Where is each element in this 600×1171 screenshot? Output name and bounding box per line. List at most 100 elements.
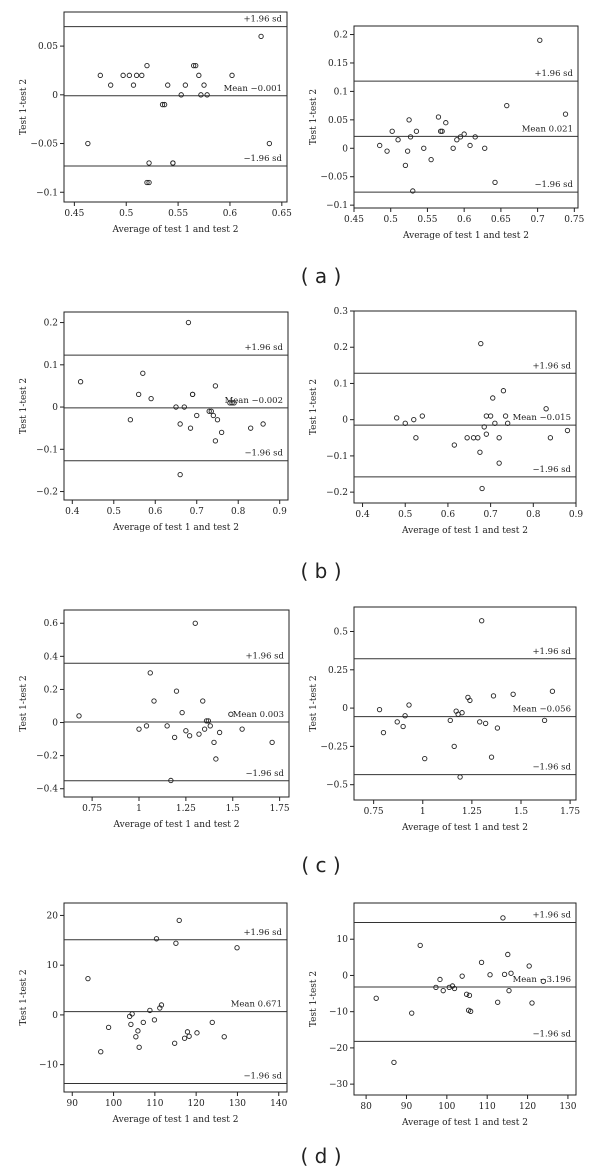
data-point (186, 1033, 192, 1039)
y-tick-label: −0.1 (326, 201, 348, 211)
data-point (164, 723, 170, 729)
data-point (459, 973, 465, 979)
y-tick-label: 0 (342, 971, 348, 981)
data-point (389, 128, 395, 134)
x-tick-label: 1 (420, 807, 426, 817)
y-axis-label: Test 1-test 2 (19, 79, 29, 135)
data-point (477, 449, 483, 455)
lower-label: −1.96 sd (532, 465, 571, 475)
data-point (463, 991, 470, 997)
data-point (421, 145, 427, 151)
mean-label: Mean 0.003 (233, 710, 284, 720)
y-tick-label: 0.5 (334, 628, 349, 638)
chart-panel-d-left: 90 100 110 120 130 140 −10 0 10 20 Mean 0.671 +1.96… (19, 902, 288, 1125)
x-tick-label: 0.5 (107, 507, 122, 517)
x-tick-label: 0.4 (355, 510, 370, 520)
data-point (212, 383, 219, 389)
data-point (76, 713, 82, 719)
data-point (540, 978, 546, 984)
data-point (447, 717, 453, 723)
data-point (159, 101, 166, 108)
data-point (490, 395, 496, 401)
data-point (151, 698, 157, 704)
caption-c: ( c ) (301, 853, 340, 877)
data-point (213, 756, 219, 762)
data-point (181, 1035, 188, 1041)
y-tick-label: 0 (52, 403, 58, 413)
data-point (467, 697, 473, 704)
plot-frame (63, 609, 290, 798)
data-point (482, 145, 488, 151)
y-tick-label: 0.15 (328, 59, 348, 69)
data-point (196, 731, 202, 737)
x-tick-label: 1.75 (560, 807, 580, 817)
chart-panel-a-left: 0.45 0.5 0.55 0.6 0.65 −0.1 −0.05 0 0.05 Mean −0.… (19, 11, 292, 235)
x-tick-label: 90 (401, 1102, 413, 1112)
data-point (146, 179, 152, 186)
data-point (410, 188, 416, 194)
data-point (479, 618, 485, 624)
data-point (193, 62, 199, 69)
y-tick-label: −0.05 (320, 173, 348, 183)
data-point (140, 370, 146, 376)
data-point (494, 725, 501, 731)
caption-d: ( d ) (300, 1144, 341, 1168)
y-tick-label: 0 (52, 91, 58, 101)
data-point (417, 942, 423, 949)
x-axis-label: Average of test 1 and test 2 (112, 523, 239, 533)
y-tick-label: 0 (52, 1011, 58, 1021)
data-point (505, 951, 511, 958)
data-point (537, 37, 543, 43)
data-point (510, 691, 516, 697)
caption-b: ( b ) (300, 559, 341, 583)
data-point (105, 1024, 112, 1030)
data-point (258, 33, 264, 40)
x-tick-label: 110 (479, 1102, 496, 1112)
data-point (98, 1049, 104, 1055)
data-point (402, 713, 408, 719)
y-tick-label: 20 (47, 911, 59, 921)
data-point (406, 117, 412, 123)
data-point (562, 111, 569, 117)
data-point (206, 408, 212, 414)
y-tick-label: −20 (329, 1044, 348, 1054)
data-point (487, 413, 494, 419)
x-tick-label: 0.9 (273, 507, 288, 517)
data-point (186, 733, 193, 739)
mean-label: Mean −0.056 (513, 705, 571, 715)
x-tick-label: 0.65 (491, 215, 511, 225)
data-point (451, 985, 458, 992)
data-point (128, 1021, 134, 1028)
data-point (77, 379, 84, 385)
y-axis-label: Test 1-test 2 (19, 675, 29, 731)
x-tick-label: 0.7 (483, 510, 498, 520)
lower-label: −1.96 sd (532, 1029, 571, 1039)
x-axis-label: Average of test 1 and test 2 (112, 225, 239, 235)
data-point (185, 319, 192, 326)
data-point (492, 420, 498, 426)
data-point (248, 425, 254, 431)
x-tick-label: 1.5 (226, 804, 241, 814)
data-point (177, 421, 183, 427)
data-point (564, 427, 571, 434)
data-point (172, 1040, 178, 1046)
y-axis-label: Test 1-test 2 (19, 969, 29, 1025)
y-tick-label: −0.4 (36, 785, 58, 795)
x-tick-label: 80 (360, 1102, 372, 1112)
data-point (179, 709, 185, 716)
data-point (97, 72, 103, 78)
x-axis-label: Average of test 1 and test 2 (401, 526, 528, 536)
data-point (483, 431, 489, 437)
data-point (529, 1000, 535, 1006)
lower-label: −1.96 sd (534, 180, 573, 190)
data-point (435, 114, 442, 120)
data-point (506, 988, 512, 994)
data-point (204, 92, 210, 98)
data-point (260, 421, 266, 427)
data-point (547, 435, 554, 441)
data-point (161, 101, 168, 108)
x-tick-label: 120 (188, 1099, 205, 1109)
upper-label: +1.96 sd (532, 361, 571, 371)
x-tick-label: 0.75 (82, 804, 102, 814)
y-tick-label: 0.2 (334, 31, 348, 41)
